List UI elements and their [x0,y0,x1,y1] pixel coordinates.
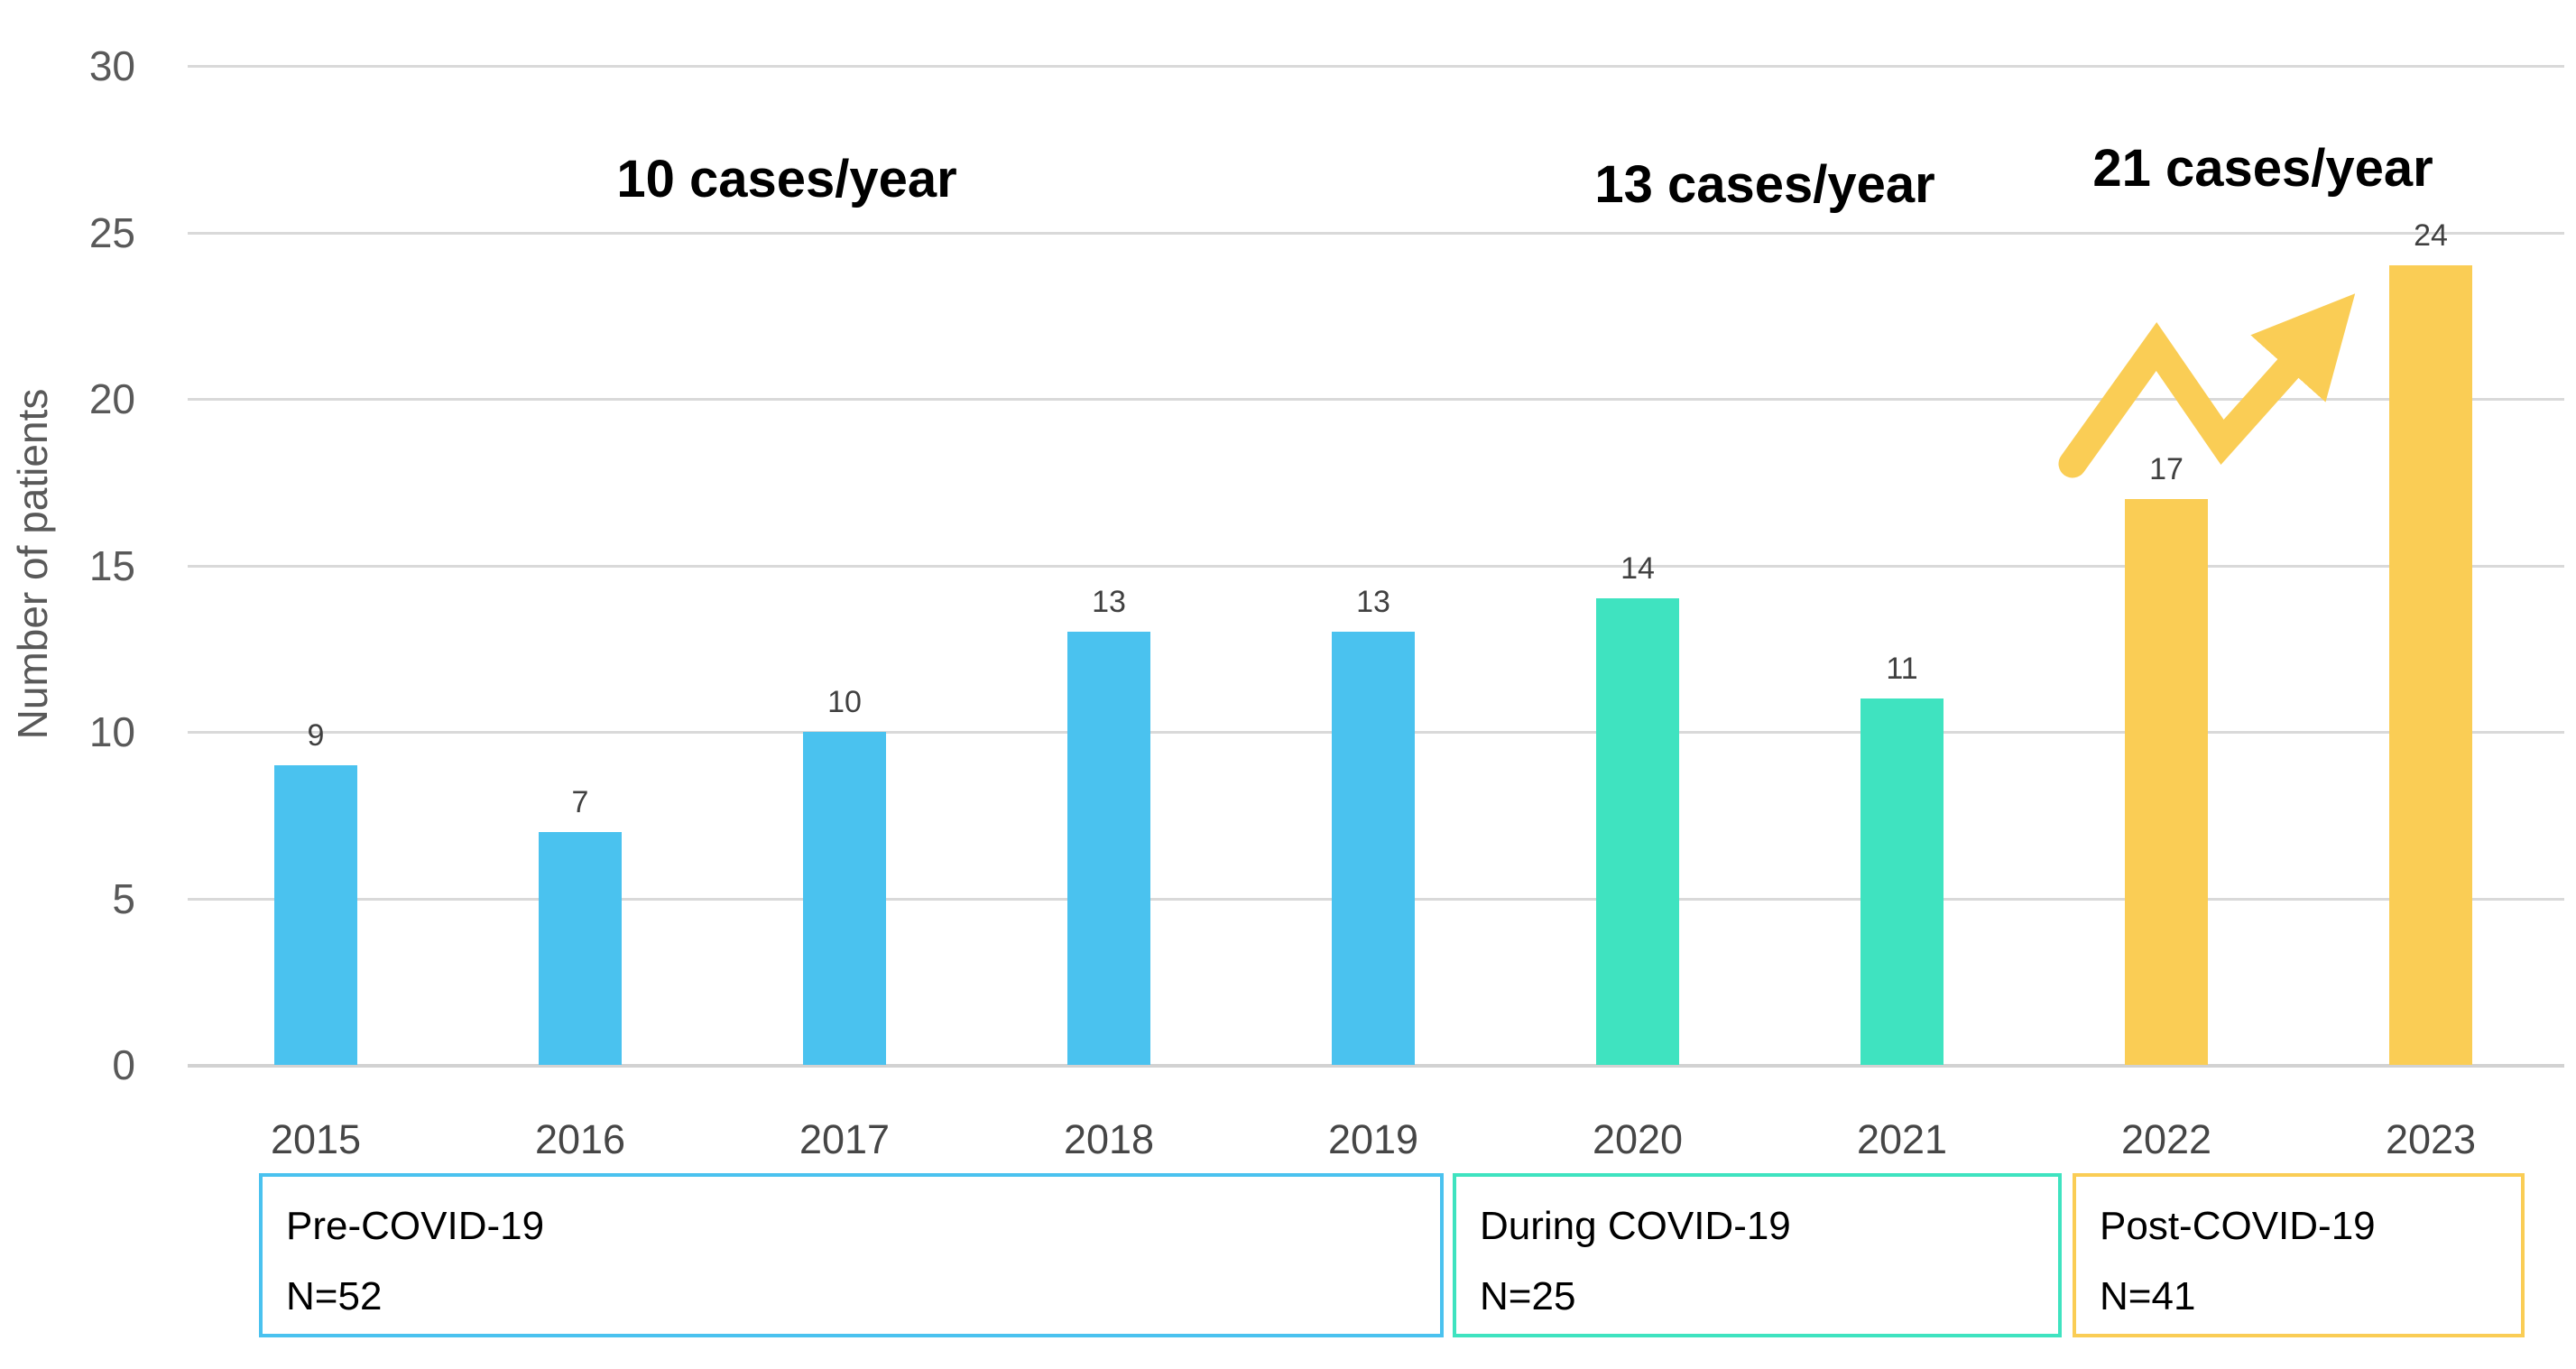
bar-value-label: 10 [827,685,862,719]
bar-2020 [1596,598,1679,1065]
gridline [188,65,2564,68]
y-axis-tick-label: 15 [88,541,135,589]
bar-2017 [803,732,886,1065]
y-axis-tick-label: 5 [112,874,135,922]
x-axis-label-2021: 2021 [1856,1116,1948,1162]
x-axis-label-2017: 2017 [799,1116,891,1162]
x-axis-label-2015: 2015 [270,1116,362,1162]
x-axis-label-2016: 2016 [534,1116,626,1162]
bar-2018 [1067,632,1150,1065]
bar-value-label: 14 [1620,551,1655,587]
x-axis-baseline [188,1064,2564,1068]
bar-value-label: 17 [2149,451,2184,486]
bar-2023 [2389,265,2472,1065]
legend-period-label: Pre-COVID-19 [286,1204,545,1248]
x-axis-label-2022: 2022 [2120,1116,2212,1162]
y-axis-tick-label: 0 [112,1041,135,1088]
x-axis-label-2018: 2018 [1063,1116,1155,1162]
legend-box-pre-covid-19: Pre-COVID-19 N=52 [259,1173,1444,1337]
y-axis-tick-label: 20 [88,375,135,422]
bar-2022 [2125,498,2208,1065]
bar-value-label: 24 [2414,218,2448,254]
y-axis-tick-label: 30 [88,42,135,89]
bar-2019 [1332,632,1415,1065]
y-axis-tick-label: 25 [88,208,135,256]
rate-annotation-1: 10 cases/year [616,150,957,208]
gridline [188,564,2564,568]
bar-2015 [274,764,357,1065]
bar-value-label: 11 [1886,652,1918,687]
rate-annotation-3: 21 cases/year [2092,139,2433,198]
legend-n-label: N=41 [2100,1274,2196,1319]
x-axis-label-2023: 2023 [2385,1116,2477,1162]
legend-n-label: N=25 [1480,1274,1576,1319]
rate-annotation-2: 13 cases/year [1594,155,1935,214]
bar-2016 [539,831,622,1065]
y-axis-tick-label: 10 [88,708,135,755]
gridline [188,398,2564,401]
bar-2021 [1860,698,1944,1065]
bar-value-label: 7 [571,784,589,819]
legend-period-label: During COVID-19 [1480,1204,1791,1248]
x-axis-label-2020: 2020 [1592,1116,1684,1162]
legend-box-during-covid-19: During COVID-19 N=25 [1453,1173,2062,1337]
x-axis-label-2019: 2019 [1327,1116,1419,1162]
bar-value-label: 9 [307,717,325,753]
bar-value-label: 13 [1356,585,1390,620]
gridline [188,231,2564,235]
bar-value-label: 13 [1092,585,1126,620]
legend-period-label: Post-COVID-19 [2100,1204,2376,1248]
legend-box-post-covid-19: Post-COVID-19 N=41 [2073,1173,2525,1337]
legend-n-label: N=52 [286,1274,383,1319]
